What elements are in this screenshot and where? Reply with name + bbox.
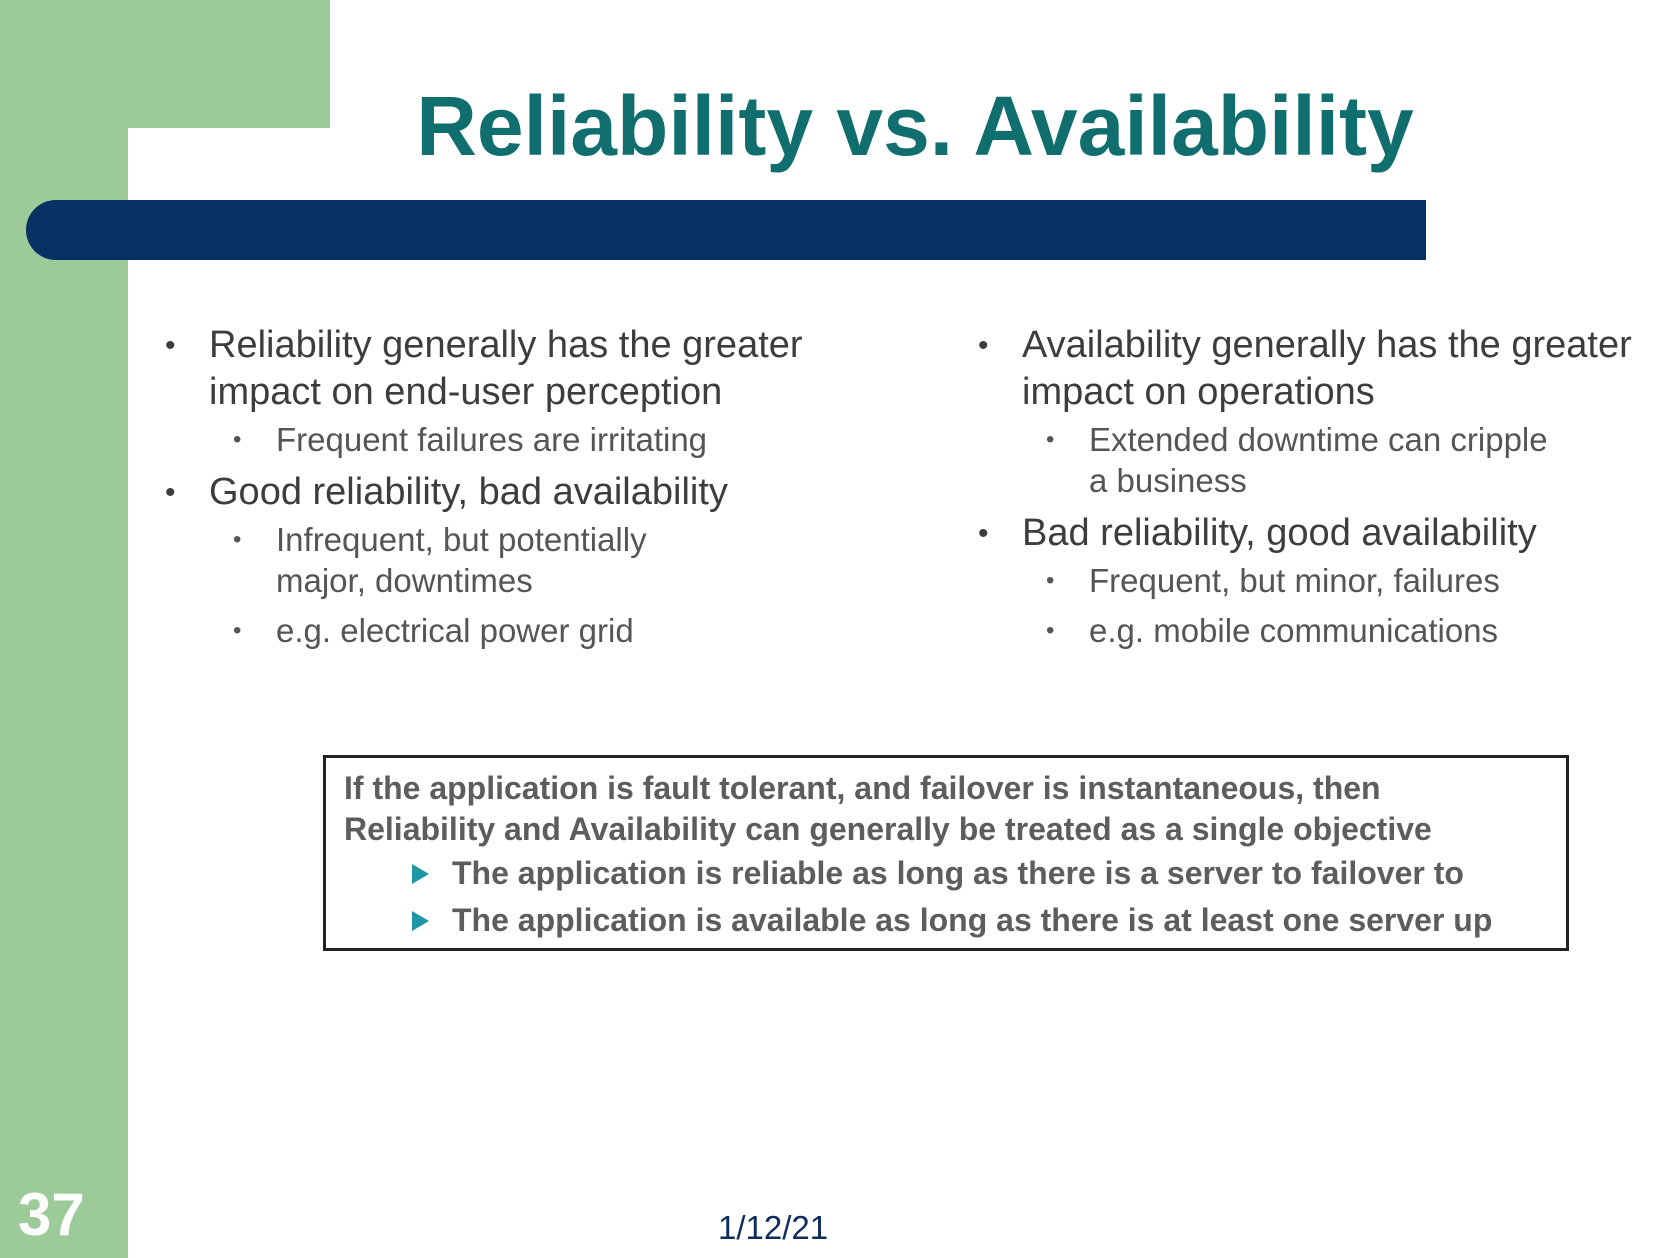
callout-sub-item: The application is available as long as …	[344, 897, 1566, 944]
sub-bullet-item: • e.g. mobile communications	[978, 610, 1648, 651]
sub-bullet-item: • Infrequent, but potentially major, dow…	[165, 519, 706, 601]
callout-line: If the application is fault tolerant, an…	[344, 770, 1381, 806]
side-bar	[0, 0, 128, 1258]
bullet-item: • Availability generally has the greater…	[978, 322, 1648, 416]
callout-line: Reliability and Availability can general…	[344, 811, 1432, 847]
bullet-text: Reliability generally has the greater im…	[209, 324, 803, 413]
left-column: • Reliability generally has the greater …	[165, 322, 925, 660]
callout-box: If the application is fault tolerant, an…	[323, 755, 1569, 951]
bullet-icon: •	[978, 329, 989, 362]
bullet-icon: •	[1046, 426, 1055, 453]
bullet-icon: •	[165, 329, 176, 362]
bullet-text: Bad reliability, good availability	[1022, 512, 1537, 554]
slide-title: Reliability vs. Availability	[416, 79, 1414, 173]
callout-sub-text: The application is reliable as long as t…	[452, 855, 1464, 891]
slide-date: 1/12/21	[718, 1209, 829, 1246]
bullet-icon: •	[1046, 617, 1055, 644]
bullet-icon: •	[233, 617, 242, 644]
bullet-icon: •	[978, 517, 989, 550]
bullet-text: Frequent failures are irritating	[276, 421, 708, 458]
bullet-text: Good reliability, bad availability	[209, 471, 728, 513]
bullet-item: • Bad reliability, good availability	[978, 510, 1648, 557]
sub-bullet-item: • Frequent failures are irritating	[165, 419, 925, 460]
bullet-text: e.g. electrical power grid	[276, 612, 634, 649]
bullet-text: Extended downtime can cripple a business	[1089, 421, 1548, 499]
bullet-icon: •	[233, 526, 242, 553]
sub-bullet-item: • Extended downtime can cripple a busine…	[978, 419, 1559, 501]
sub-bullet-item: • e.g. electrical power grid	[165, 610, 925, 651]
bullet-icon: •	[1046, 567, 1055, 594]
corner-block	[0, 0, 330, 128]
callout-sub-text: The application is available as long as …	[452, 902, 1493, 938]
bullet-text: Availability generally has the greater i…	[1022, 324, 1632, 413]
right-column: • Availability generally has the greater…	[978, 322, 1648, 660]
triangle-bullet-icon	[412, 911, 429, 931]
callout-sub-item: The application is reliable as long as t…	[344, 850, 1566, 897]
bullet-icon: •	[165, 476, 176, 509]
bullet-icon: •	[233, 426, 242, 453]
slide-number: 37	[18, 1181, 85, 1248]
bullet-text: Frequent, but minor, failures	[1089, 562, 1500, 599]
triangle-bullet-icon	[412, 864, 429, 884]
sub-bullet-item: • Frequent, but minor, failures	[978, 560, 1648, 601]
bullet-item: • Good reliability, bad availability	[165, 469, 925, 516]
bullet-item: • Reliability generally has the greater …	[165, 322, 925, 416]
bullet-text: Infrequent, but potentially major, downt…	[276, 521, 647, 599]
title-rule	[26, 200, 1426, 260]
bullet-text: e.g. mobile communications	[1089, 612, 1499, 649]
